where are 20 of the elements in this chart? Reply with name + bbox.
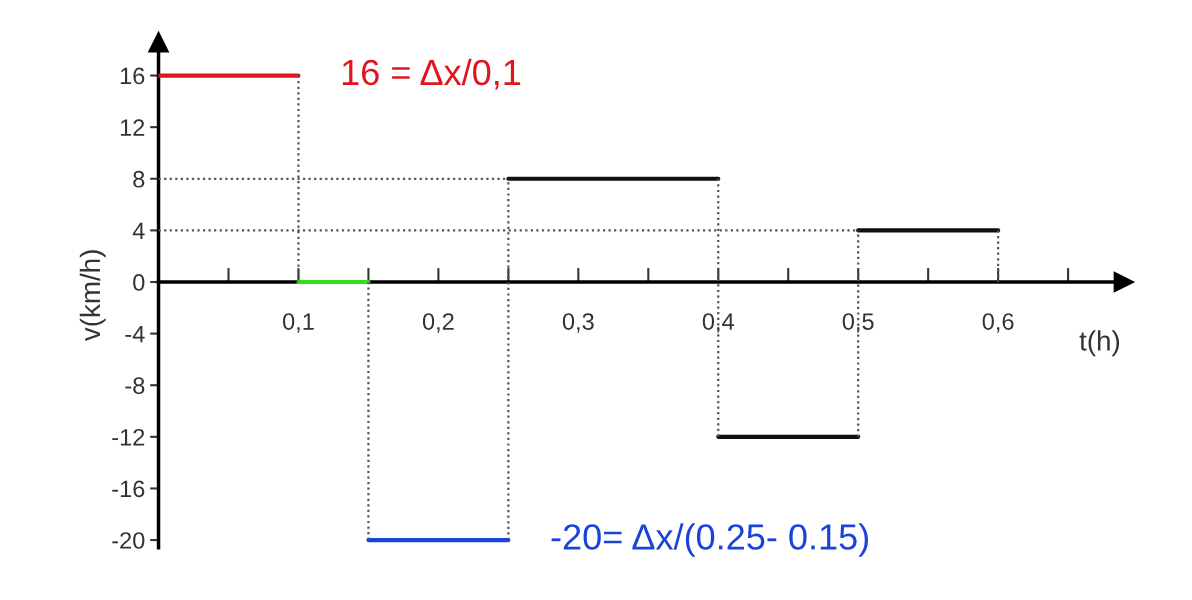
annotation: -20= Δx/(0.25- 0.15)	[551, 523, 868, 557]
y-tick-label: -4	[125, 325, 145, 343]
x-tick-label: 0,2	[422, 313, 454, 333]
x-tick-label: 0,1	[282, 313, 314, 333]
x-tick-label: 0,4	[702, 313, 734, 333]
y-tick-label: -12	[112, 428, 145, 446]
y-tick-label: 0	[133, 274, 145, 291]
y-axis-title: v(km/h)	[79, 250, 106, 342]
annotation: 16 = Δx/0,1	[342, 58, 521, 90]
y-tick-label: 8	[133, 170, 145, 188]
x-tick-label: 0,6	[982, 313, 1014, 333]
y-tick-label: 12	[120, 119, 145, 136]
y-tick-label: 16	[120, 67, 145, 85]
y-tick-label: -16	[112, 480, 145, 498]
y-tick-label: -8	[125, 377, 145, 395]
y-tick-label: 4	[132, 222, 145, 239]
x-axis-title: t(h)	[1079, 330, 1120, 357]
y-tick-label: -20	[112, 532, 145, 549]
x-tick-label: 0,3	[562, 313, 594, 333]
x-tick-label: 0,5	[842, 313, 874, 333]
